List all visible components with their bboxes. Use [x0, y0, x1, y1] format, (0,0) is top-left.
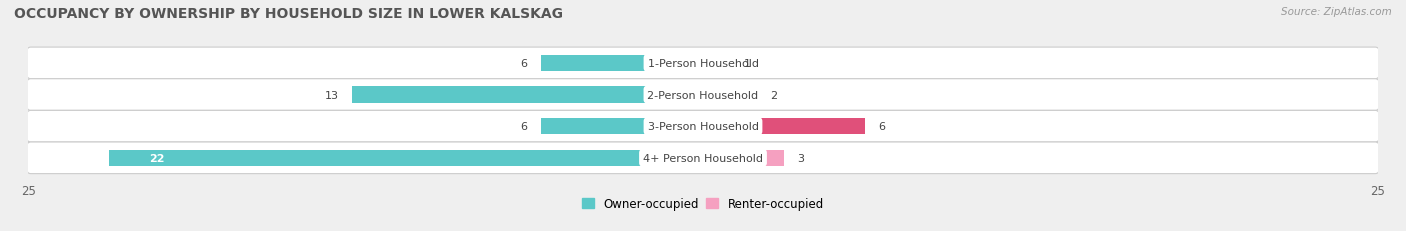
Text: 13: 13 — [325, 90, 339, 100]
Bar — [703, 55, 730, 72]
FancyBboxPatch shape — [27, 48, 1379, 79]
Text: OCCUPANCY BY OWNERSHIP BY HOUSEHOLD SIZE IN LOWER KALSKAG: OCCUPANCY BY OWNERSHIP BY HOUSEHOLD SIZE… — [14, 7, 562, 21]
Text: 6: 6 — [520, 122, 527, 132]
Text: 6: 6 — [520, 59, 527, 69]
Text: 3-Person Household: 3-Person Household — [648, 122, 758, 132]
Bar — [703, 150, 785, 166]
FancyBboxPatch shape — [27, 111, 1379, 142]
Text: 1: 1 — [744, 59, 751, 69]
Bar — [703, 87, 756, 103]
Bar — [110, 150, 703, 166]
Bar — [541, 119, 703, 135]
Text: 6: 6 — [879, 122, 886, 132]
Bar — [703, 119, 865, 135]
Text: 3: 3 — [797, 153, 804, 163]
Bar — [541, 55, 703, 72]
Text: 1-Person Household: 1-Person Household — [648, 59, 758, 69]
FancyBboxPatch shape — [27, 79, 1379, 111]
FancyBboxPatch shape — [27, 142, 1379, 174]
Legend: Owner-occupied, Renter-occupied: Owner-occupied, Renter-occupied — [578, 192, 828, 215]
Text: 22: 22 — [149, 153, 165, 163]
Text: Source: ZipAtlas.com: Source: ZipAtlas.com — [1281, 7, 1392, 17]
Text: 4+ Person Household: 4+ Person Household — [643, 153, 763, 163]
Bar — [352, 87, 703, 103]
Text: 2: 2 — [770, 90, 778, 100]
Text: 2-Person Household: 2-Person Household — [647, 90, 759, 100]
